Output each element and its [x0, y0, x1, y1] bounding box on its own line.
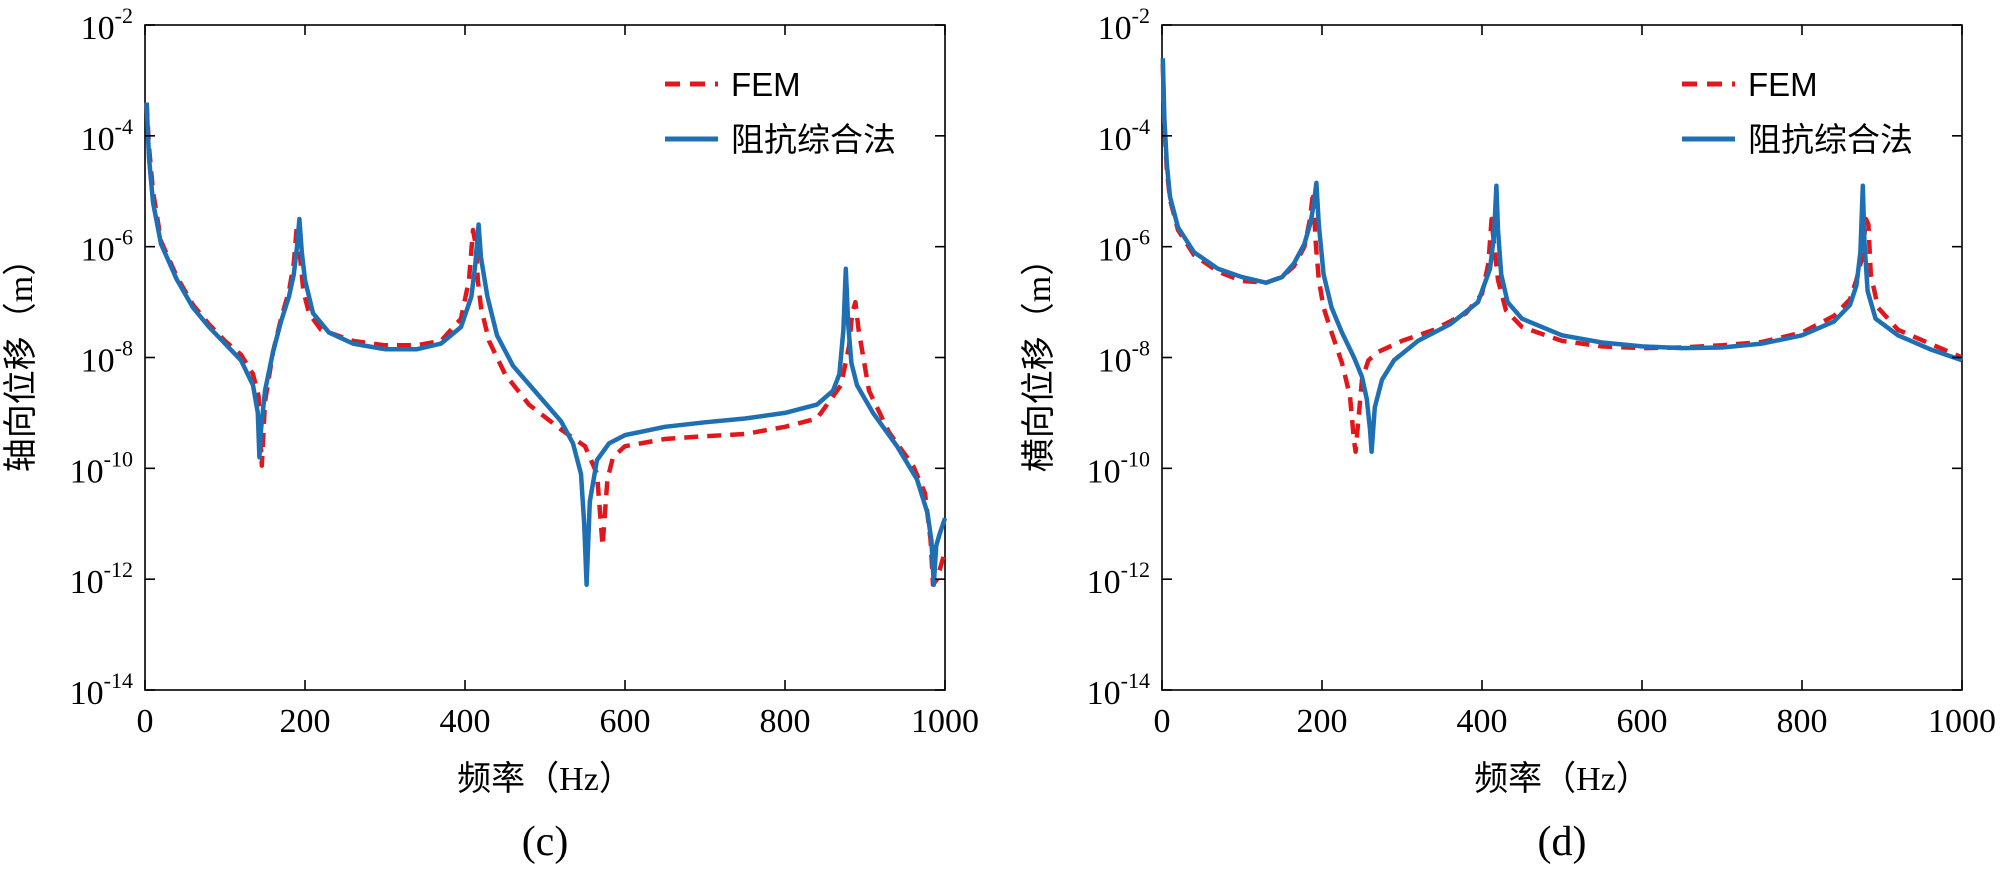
x-ticks-c: 0 200 400 600 800 1000 [137, 25, 979, 740]
y-tick-base: 10 [81, 343, 115, 380]
x-tick-label: 600 [600, 703, 651, 740]
x-tick-label: 400 [440, 703, 491, 740]
legend-c: FEM 阻抗综合法 [665, 66, 896, 158]
series-layer-c [144, 102, 948, 587]
y-tick-label: 10-12 [70, 557, 133, 601]
y-tick-label: 10-6 [81, 225, 133, 269]
y-tick-exponent: -12 [104, 557, 133, 582]
y-tick-exponent: -14 [1121, 668, 1150, 693]
x-tick-label: 200 [280, 703, 331, 740]
x-tick-label: 600 [1617, 703, 1668, 740]
y-tick-base: 10 [1098, 121, 1132, 158]
legend-label-impedance-d: 阻抗综合法 [1748, 121, 1913, 158]
y-tick-base: 10 [1087, 675, 1121, 712]
x-tick-label: 200 [1297, 703, 1348, 740]
y-tick-base: 10 [1087, 453, 1121, 490]
y-tick-exponent: -2 [1132, 3, 1150, 28]
y-tick-exponent: -6 [115, 225, 133, 250]
y-tick-exponent: -2 [115, 3, 133, 28]
series-layer-d [1160, 58, 1963, 454]
x-ticks-d: 0 200 400 600 800 1000 [1154, 25, 1996, 740]
x-tick-label: 400 [1457, 703, 1508, 740]
y-tick-label: 10-10 [1087, 446, 1150, 490]
x-tick-label: 0 [137, 703, 154, 740]
y-tick-base: 10 [70, 564, 104, 601]
x-axis-label-d: 频率（Hz） [1474, 760, 1650, 798]
y-tick-exponent: -6 [1132, 225, 1150, 250]
y-tick-base: 10 [1098, 232, 1132, 269]
y-tick-exponent: -4 [1132, 114, 1150, 139]
legend-label-fem-c: FEM [731, 66, 801, 103]
legend-label-fem-d: FEM [1748, 66, 1818, 103]
x-tick-label: 1000 [911, 703, 979, 740]
y-axis-label-c: 轴向位移（m） [2, 242, 40, 472]
plot-area-d [1161, 24, 1963, 691]
panel-label-d: (d) [1538, 819, 1587, 865]
panel-label-c: (c) [522, 819, 569, 865]
x-tick-label: 0 [1154, 703, 1171, 740]
y-tick-base: 10 [70, 453, 104, 490]
y-tick-label: 10-8 [81, 336, 133, 380]
y-tick-base: 10 [1098, 10, 1132, 47]
x-axis-label-c: 频率（Hz） [457, 760, 633, 798]
y-tick-exponent: -4 [115, 114, 133, 139]
y-tick-base: 10 [81, 10, 115, 47]
y-tick-base: 10 [81, 121, 115, 158]
y-tick-base: 10 [70, 675, 104, 712]
series-line-impedance-c [144, 102, 948, 587]
y-tick-exponent: -8 [1132, 336, 1150, 361]
x-tick-label: 800 [760, 703, 811, 740]
x-tick-label: 800 [1777, 703, 1828, 740]
y-tick-label: 10-14 [70, 668, 133, 712]
y-tick-exponent: -10 [1121, 446, 1150, 471]
y-tick-exponent: -12 [1121, 557, 1150, 582]
series-line-impedance-d [1160, 58, 1963, 454]
legend-label-impedance-c: 阻抗综合法 [731, 121, 896, 158]
y-tick-label: 10-12 [1087, 557, 1150, 601]
x-tick-label: 1000 [1928, 703, 1996, 740]
y-tick-label: 10-2 [81, 3, 133, 47]
y-tick-label: 10-6 [1098, 225, 1150, 269]
y-axis-label-d: 横向位移（m） [1020, 242, 1058, 472]
plot-area-c [144, 24, 946, 691]
y-tick-label: 10-4 [81, 114, 133, 158]
legend-d: FEM 阻抗综合法 [1682, 66, 1913, 158]
y-tick-exponent: -14 [104, 668, 133, 693]
y-tick-label: 10-4 [1098, 114, 1150, 158]
y-tick-base: 10 [81, 232, 115, 269]
y-tick-base: 10 [1098, 343, 1132, 380]
y-tick-base: 10 [1087, 564, 1121, 601]
y-tick-label: 10-14 [1087, 668, 1150, 712]
y-tick-label: 10-10 [70, 446, 133, 490]
y-tick-exponent: -8 [115, 336, 133, 361]
y-tick-label: 10-2 [1098, 3, 1150, 47]
y-tick-exponent: -10 [104, 446, 133, 471]
y-tick-label: 10-8 [1098, 336, 1150, 380]
